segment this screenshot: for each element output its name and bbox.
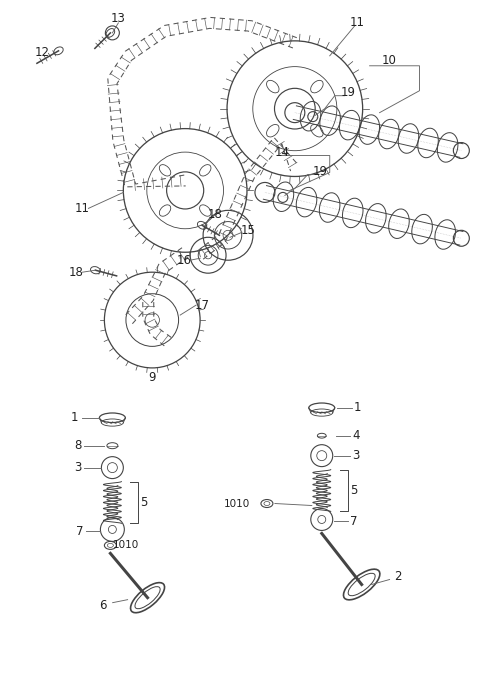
Text: 1010: 1010 <box>113 541 140 551</box>
Text: 11: 11 <box>350 16 365 30</box>
Text: 7: 7 <box>350 515 358 528</box>
Text: 8: 8 <box>74 439 81 452</box>
Text: 3: 3 <box>352 449 360 462</box>
Text: 10: 10 <box>382 55 397 67</box>
Text: 14: 14 <box>275 146 289 159</box>
Text: 18: 18 <box>208 208 223 221</box>
Text: 1010: 1010 <box>224 499 250 508</box>
Text: 17: 17 <box>194 299 210 311</box>
Text: 12: 12 <box>35 47 50 59</box>
Text: 4: 4 <box>352 429 360 442</box>
Text: 1: 1 <box>354 401 361 415</box>
Text: 5: 5 <box>350 484 357 497</box>
Text: 13: 13 <box>111 12 126 26</box>
Text: 6: 6 <box>99 599 107 612</box>
Text: 18: 18 <box>69 266 84 278</box>
Text: 7: 7 <box>76 525 83 538</box>
Text: 15: 15 <box>240 224 255 237</box>
Text: 16: 16 <box>177 253 192 267</box>
Text: 19: 19 <box>312 165 327 178</box>
Text: 2: 2 <box>394 570 401 583</box>
Text: 19: 19 <box>340 86 355 99</box>
Text: 1: 1 <box>71 411 78 424</box>
Text: 11: 11 <box>75 202 90 215</box>
Text: 3: 3 <box>74 461 81 474</box>
Text: 5: 5 <box>141 496 148 509</box>
Text: 9: 9 <box>148 371 156 384</box>
